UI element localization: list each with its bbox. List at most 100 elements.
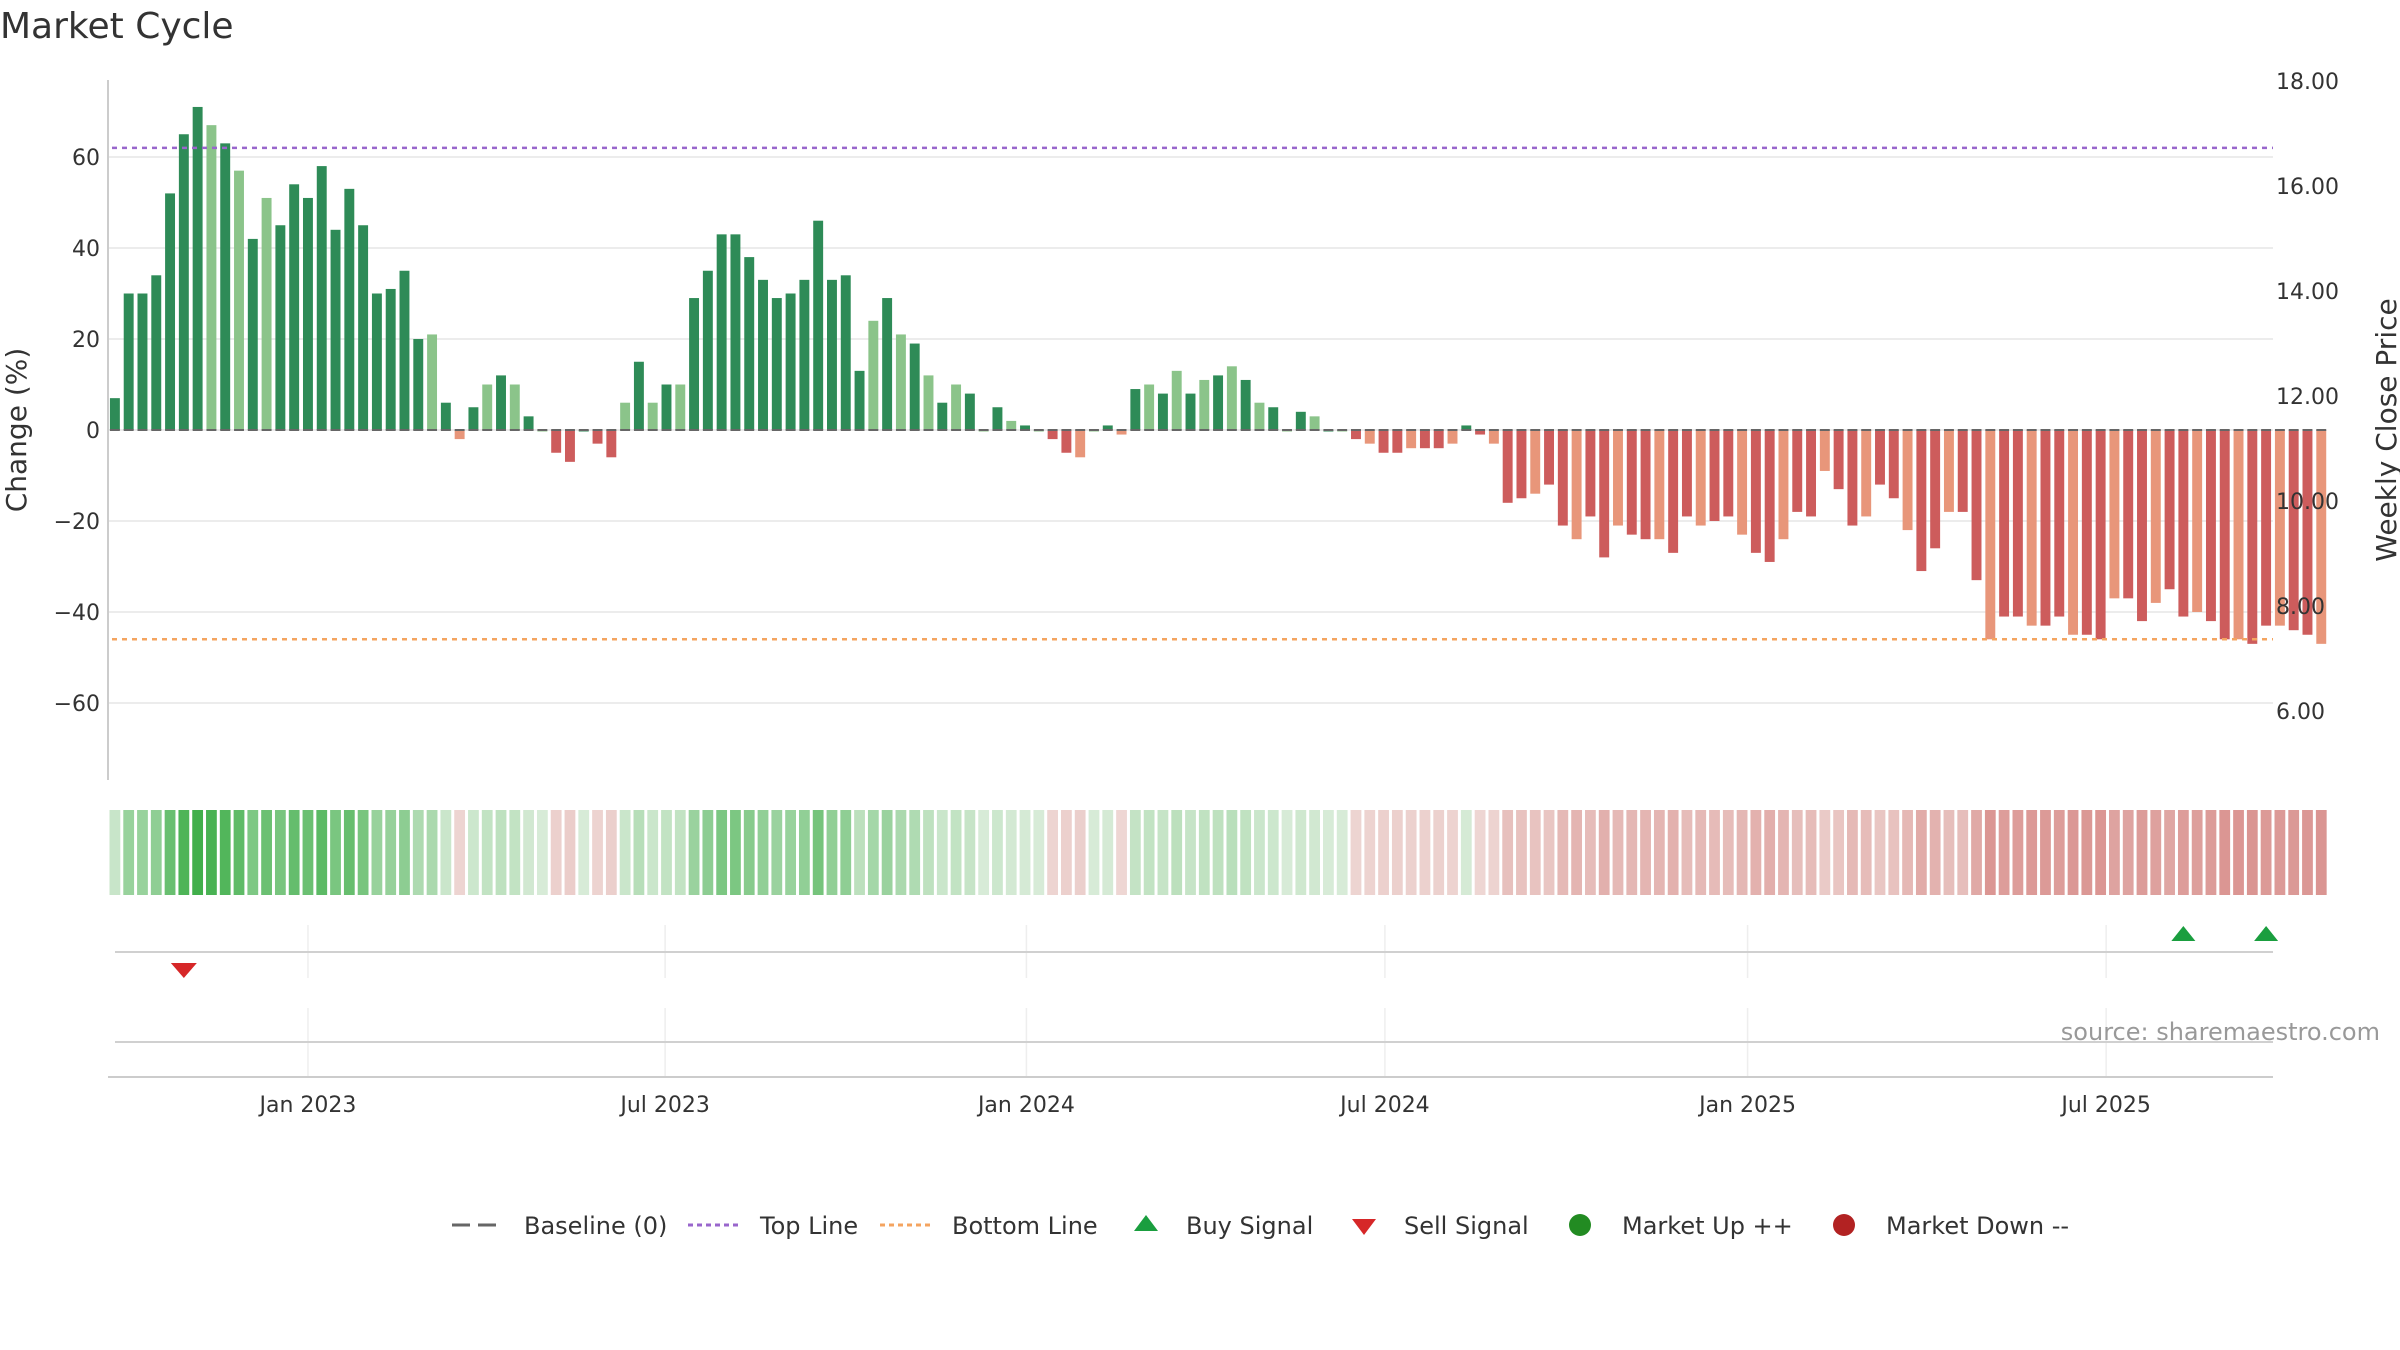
y-tick-label: −60 [54, 692, 100, 717]
heat-cell [2150, 810, 2162, 895]
change-bar [854, 370, 865, 430]
heat-cell [798, 810, 810, 895]
change-bar [1020, 425, 1030, 430]
change-bar [1157, 393, 1168, 430]
signal-panel [108, 926, 2279, 1078]
heat-cell [1833, 810, 1845, 895]
change-bar [1047, 430, 1058, 440]
heat-cell [1391, 810, 1403, 895]
y-tick-label: 40 [72, 237, 100, 262]
heat-cell [1750, 810, 1762, 895]
y2-axis-title: Weekly Close Price [2370, 298, 2400, 561]
heat-cell [619, 810, 631, 895]
change-bar [1226, 366, 1237, 430]
change-bar [1268, 407, 1279, 430]
change-bar [2068, 430, 2079, 635]
heat-cell [1516, 810, 1527, 895]
change-bar [1999, 430, 2010, 617]
change-bar [633, 361, 644, 430]
heat-cell [1447, 810, 1458, 895]
x-tick-label: Jul 2024 [1338, 1093, 1430, 1118]
change-bar [1654, 430, 1665, 540]
heat-cell [233, 810, 245, 895]
y2-tick-label: 16.00 [2276, 175, 2339, 200]
heat-cell [385, 810, 397, 895]
heat-cell [1254, 810, 1265, 895]
heat-cell [1295, 810, 1307, 895]
heat-cell [1984, 810, 1996, 895]
heat-cell [509, 810, 521, 895]
heat-cell [1129, 810, 1141, 895]
heat-cell [1681, 810, 1693, 895]
heat-cell [261, 810, 272, 895]
y2-tick-label: 6.00 [2276, 700, 2325, 725]
heat-cell [1709, 810, 1720, 895]
change-bar [1392, 430, 1403, 453]
change-bar [771, 298, 782, 430]
change-bar [454, 430, 465, 440]
heat-cell [674, 810, 686, 895]
change-bar [1295, 411, 1306, 430]
change-bar [964, 393, 975, 430]
legend-item: Top Line [688, 1212, 858, 1240]
change-bar [1185, 393, 1196, 430]
change-bar [1006, 420, 1017, 430]
change-bar [1254, 402, 1265, 430]
change-bar [1792, 430, 1803, 512]
heat-cell [1433, 810, 1445, 895]
change-bar [689, 298, 700, 430]
y2-tick-label: 12.00 [2276, 385, 2339, 410]
change-bar [620, 402, 631, 430]
heat-cell [523, 810, 534, 895]
change-bar [1833, 430, 1844, 490]
change-bar [2247, 430, 2258, 644]
heat-cell [357, 810, 369, 895]
change-bar [675, 384, 686, 430]
heat-cell [137, 810, 148, 895]
heat-cell [633, 810, 645, 895]
y-axis-title: Change (%) [0, 348, 33, 513]
change-bar [2302, 430, 2313, 635]
heat-cell [1378, 810, 1389, 895]
change-bar [1102, 425, 1113, 430]
change-bar [1364, 430, 1375, 444]
change-bar [1640, 430, 1651, 540]
heat-cell [536, 810, 548, 895]
y-tick-label: 60 [72, 146, 100, 171]
heat-cell [812, 810, 824, 895]
change-bar [1309, 416, 1320, 430]
change-bar [937, 402, 948, 430]
heat-cell [1888, 810, 1900, 895]
heat-cell [2246, 810, 2258, 895]
change-bar [909, 343, 920, 430]
heat-cell [2136, 810, 2148, 895]
heat-cell [1667, 810, 1679, 895]
change-bar [123, 293, 134, 430]
heat-cell [495, 810, 507, 895]
heat-cell [2053, 810, 2065, 895]
heat-cell [1157, 810, 1169, 895]
heat-cell [206, 810, 217, 895]
heat-cell [2205, 810, 2217, 895]
change-bar [744, 257, 755, 430]
change-bar [344, 188, 355, 430]
heat-cell [992, 810, 1003, 895]
heat-cell [1860, 810, 1872, 895]
heat-cell [1005, 810, 1017, 895]
change-bar [951, 384, 962, 430]
change-bar [564, 430, 575, 462]
y2-tick-label: 10.00 [2276, 490, 2339, 515]
heat-cell [1350, 810, 1362, 895]
change-bar [316, 166, 327, 430]
heat-cell [1791, 810, 1803, 895]
change-bar [137, 293, 148, 430]
legend-label: Bottom Line [952, 1212, 1098, 1240]
heat-cell [978, 810, 990, 895]
y2-tick-label: 8.00 [2276, 595, 2325, 620]
heat-cell [288, 810, 300, 895]
change-bar [496, 375, 506, 430]
change-bar [895, 334, 906, 430]
change-bar [827, 279, 837, 430]
change-bar [1888, 430, 1899, 499]
heat-cell [1764, 810, 1776, 895]
